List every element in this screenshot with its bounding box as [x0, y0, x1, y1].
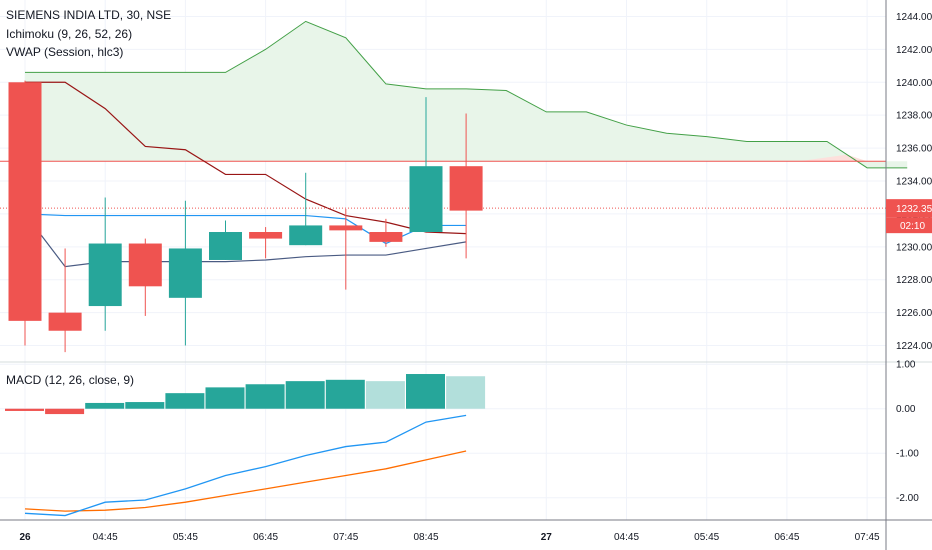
- macd-line: [24, 414, 467, 517]
- histogram-bar: [45, 408, 85, 415]
- time-tick-label: 07:45: [333, 532, 358, 543]
- price-tick-label: 1240.00: [896, 78, 932, 89]
- cloud-fill: [25, 21, 908, 168]
- macd-tick-label: -2.00: [896, 493, 919, 504]
- price-tick-label: 1242.00: [896, 45, 932, 56]
- time-tick-label: 06:45: [774, 532, 799, 543]
- ichimoku-cloud: [0, 20, 908, 169]
- candle-body: [449, 166, 483, 211]
- time-tick-label: 08:45: [413, 532, 438, 543]
- price-tick-label: 1238.00: [896, 111, 932, 122]
- candle-body: [289, 225, 323, 246]
- histogram-bar: [85, 402, 125, 409]
- histogram-bar: [446, 376, 486, 409]
- candle-body: [369, 232, 403, 242]
- ichimoku-legend[interactable]: Ichimoku (9, 26, 52, 26): [6, 27, 133, 41]
- time-tick-label: 27: [541, 532, 553, 543]
- histogram-bar: [165, 393, 205, 409]
- price-tick-label: 1236.00: [896, 144, 932, 155]
- countdown-value: 02:10: [900, 221, 925, 232]
- candle-body: [168, 248, 202, 298]
- candles[interactable]: [8, 80, 483, 353]
- price-tick-label: 1234.00: [896, 177, 932, 188]
- time-tick-label: 26: [19, 532, 31, 543]
- price-tick-label: 1244.00: [896, 12, 932, 23]
- time-tick-label: 04:45: [614, 532, 639, 543]
- price-tick-label: 1224.00: [896, 341, 932, 352]
- price-tag-value: 1232.35: [896, 204, 932, 215]
- price-tick-label: 1230.00: [896, 242, 932, 253]
- countdown-tag: [886, 217, 932, 234]
- vwap-legend[interactable]: VWAP (Session, hlc3): [6, 45, 124, 59]
- macd-tick-label: 0.00: [896, 404, 916, 415]
- histogram-bar: [365, 381, 405, 409]
- candle-body: [249, 232, 283, 239]
- candle-body: [88, 243, 122, 307]
- histogram-bar: [285, 381, 325, 409]
- time-tick-label: 05:45: [694, 532, 719, 543]
- price-tick-label: 1228.00: [896, 275, 932, 286]
- time-tick-label: 05:45: [173, 532, 198, 543]
- time-tick-label: 06:45: [253, 532, 278, 543]
- histogram-bar: [205, 387, 245, 409]
- macd-tick-label: 1.00: [896, 360, 916, 371]
- histogram-bar: [406, 374, 445, 409]
- macd-legend[interactable]: MACD (12, 26, close, 9): [6, 373, 135, 387]
- macd-pane: [0, 361, 932, 517]
- histogram-bar: [5, 408, 44, 411]
- candle-body: [329, 225, 363, 231]
- candle-body: [209, 232, 242, 260]
- price-tick-label: 1226.00: [896, 308, 932, 319]
- leading-span-a: [25, 20, 908, 169]
- candle-body: [8, 82, 42, 321]
- time-tick-label: 07:45: [855, 532, 880, 543]
- candle-body: [409, 166, 443, 233]
- histogram-bar: [125, 402, 165, 409]
- symbol-title[interactable]: SIEMENS INDIA LTD, 30, NSE: [6, 8, 172, 22]
- price-tag: [886, 199, 932, 218]
- candle-body: [128, 243, 162, 287]
- histogram-bar: [325, 379, 365, 409]
- macd-tick-label: -1.00: [896, 449, 919, 460]
- time-tick-label: 04:45: [93, 532, 118, 543]
- base-line: [25, 81, 467, 235]
- signal-line: [24, 450, 467, 512]
- candle-body: [48, 312, 82, 331]
- histogram-bar: [245, 384, 285, 409]
